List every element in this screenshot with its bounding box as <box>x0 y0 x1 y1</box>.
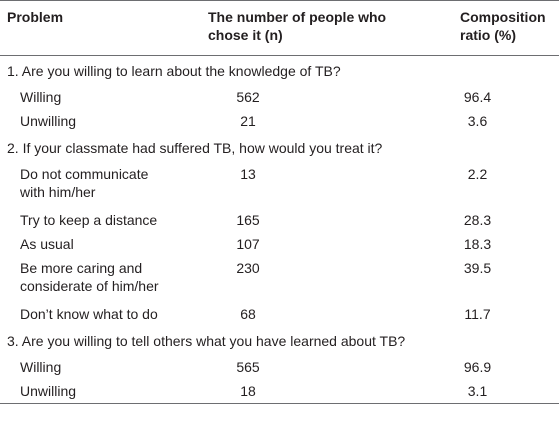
row-label: Unwilling <box>20 113 77 129</box>
row-ratio: 96.4 <box>463 89 492 105</box>
row-count: 21 <box>240 113 256 129</box>
header-composition-ratio: Composition ratio (%) <box>422 0 559 56</box>
row-label: Willing <box>20 89 62 105</box>
row-count: 68 <box>240 306 256 322</box>
row-label: Do not communicate with him/her <box>20 166 149 200</box>
row-count: 13 <box>240 166 256 182</box>
section-row: 1. Are you willing to learn about the kn… <box>0 56 559 86</box>
table-header-row: Problem The number of people who chose i… <box>0 0 559 56</box>
survey-table: Problem The number of people who chose i… <box>0 0 559 404</box>
row-ratio: 3.6 <box>467 113 488 129</box>
section-question: 1. Are you willing to learn about the kn… <box>7 63 341 79</box>
row-count: 565 <box>236 359 260 375</box>
section-question: 2. If your classmate had suffered TB, ho… <box>7 140 383 156</box>
row-ratio: 28.3 <box>463 212 492 228</box>
row-label: Try to keep a distance <box>20 212 158 228</box>
table-row: Don’t know what to do 68 11.7 <box>0 302 559 326</box>
row-label: Be more caring and considerate of him/he… <box>20 260 159 294</box>
section-row: 3. Are you willing to tell others what y… <box>0 326 559 355</box>
row-count: 562 <box>236 89 260 105</box>
section-question: 3. Are you willing to tell others what y… <box>7 333 406 349</box>
table-row: Unwilling 21 3.6 <box>0 109 559 133</box>
row-count: 230 <box>236 260 260 276</box>
row-ratio: 18.3 <box>463 236 492 252</box>
row-label: Unwilling <box>0 379 208 404</box>
table-row: Unwilling 18 3.1 <box>0 379 559 404</box>
row-ratio: 3.1 <box>467 383 488 399</box>
row-count: 18 <box>240 383 256 399</box>
row-label: As usual <box>20 236 74 252</box>
row-count: 165 <box>236 212 260 228</box>
header-number-of-people: The number of people who chose it (n) <box>208 0 422 56</box>
row-ratio: 96.9 <box>463 359 492 375</box>
table-row: Willing 562 96.4 <box>0 85 559 109</box>
table-row: Try to keep a distance 165 28.3 <box>0 208 559 232</box>
row-label: Willing <box>20 359 62 375</box>
section-row: 2. If your classmate had suffered TB, ho… <box>0 133 559 162</box>
row-label: Don’t know what to do <box>20 306 158 322</box>
table-row: As usual 107 18.3 <box>0 232 559 256</box>
row-ratio: 2.2 <box>467 166 488 182</box>
table-row: Be more caring and considerate of him/he… <box>0 256 559 302</box>
row-ratio: 39.5 <box>463 260 492 276</box>
table-row: Do not communicate with him/her 13 2.2 <box>0 162 559 208</box>
table-row: Willing 565 96.9 <box>0 355 559 379</box>
row-ratio: 11.7 <box>464 306 491 322</box>
row-count: 107 <box>236 236 260 252</box>
header-problem: Problem <box>0 0 208 56</box>
